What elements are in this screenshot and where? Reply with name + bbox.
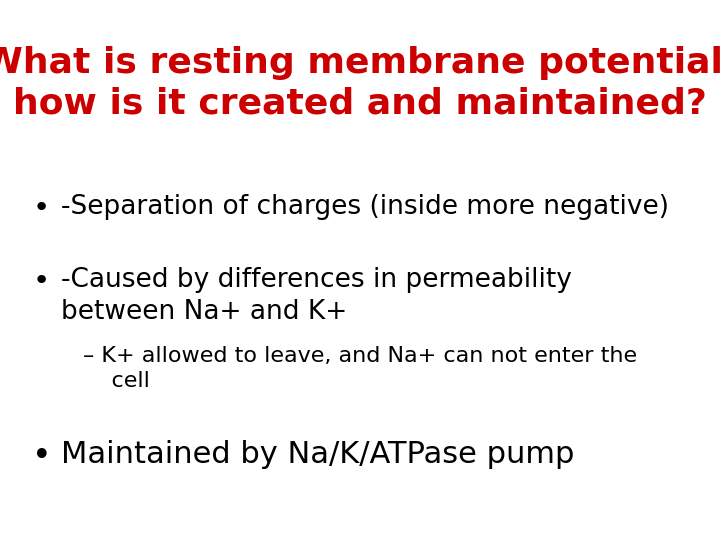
Text: – K+ allowed to leave, and Na+ can not enter the
    cell: – K+ allowed to leave, and Na+ can not e… (83, 346, 637, 391)
Text: Maintained by Na/K/ATPase pump: Maintained by Na/K/ATPase pump (61, 440, 575, 469)
Text: What is resting membrane potential,
how is it created and maintained?: What is resting membrane potential, how … (0, 46, 720, 120)
Text: •: • (32, 194, 50, 222)
Text: •: • (32, 440, 52, 473)
Text: •: • (32, 267, 50, 295)
Text: -Separation of charges (inside more negative): -Separation of charges (inside more nega… (61, 194, 669, 220)
Text: -Caused by differences in permeability
between Na+ and K+: -Caused by differences in permeability b… (61, 267, 572, 325)
